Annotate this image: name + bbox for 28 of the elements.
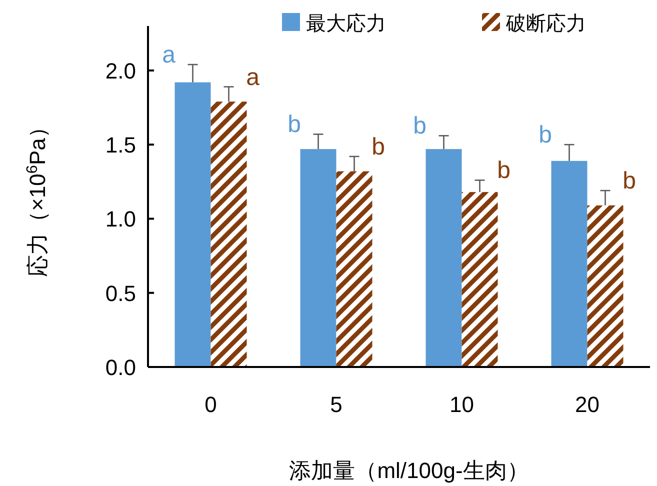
- legend-label: 最大応力: [306, 12, 386, 35]
- data-label: b: [372, 133, 385, 160]
- x-tick-label: 0: [204, 392, 217, 417]
- data-label: b: [497, 157, 510, 184]
- x-axis-title: 添加量（ml/100g-生肉）: [289, 458, 529, 483]
- x-tick-label: 10: [450, 392, 474, 417]
- bar: [174, 82, 211, 367]
- y-tick-label: 0.0: [105, 355, 136, 380]
- x-tick-label: 20: [575, 392, 600, 417]
- bar: [210, 102, 247, 367]
- bar: [336, 171, 372, 367]
- legend-label: 破断応力: [505, 12, 586, 35]
- x-tick-label: 5: [330, 392, 342, 417]
- y-tick-label: 2.0: [105, 58, 136, 84]
- y-tick-label: 1.5: [105, 132, 136, 158]
- data-label: b: [622, 168, 636, 195]
- bar: [300, 149, 336, 367]
- y-tick-label: 0.5: [105, 280, 136, 306]
- bar: [462, 192, 498, 367]
- bar: [587, 205, 624, 367]
- data-label: b: [288, 111, 301, 138]
- y-tick-label: 1.0: [105, 206, 136, 232]
- bar: [426, 149, 462, 367]
- data-label: b: [538, 122, 552, 149]
- data-label: a: [162, 42, 176, 69]
- bar: [551, 160, 588, 367]
- data-label: b: [413, 112, 426, 140]
- data-label: a: [246, 64, 260, 91]
